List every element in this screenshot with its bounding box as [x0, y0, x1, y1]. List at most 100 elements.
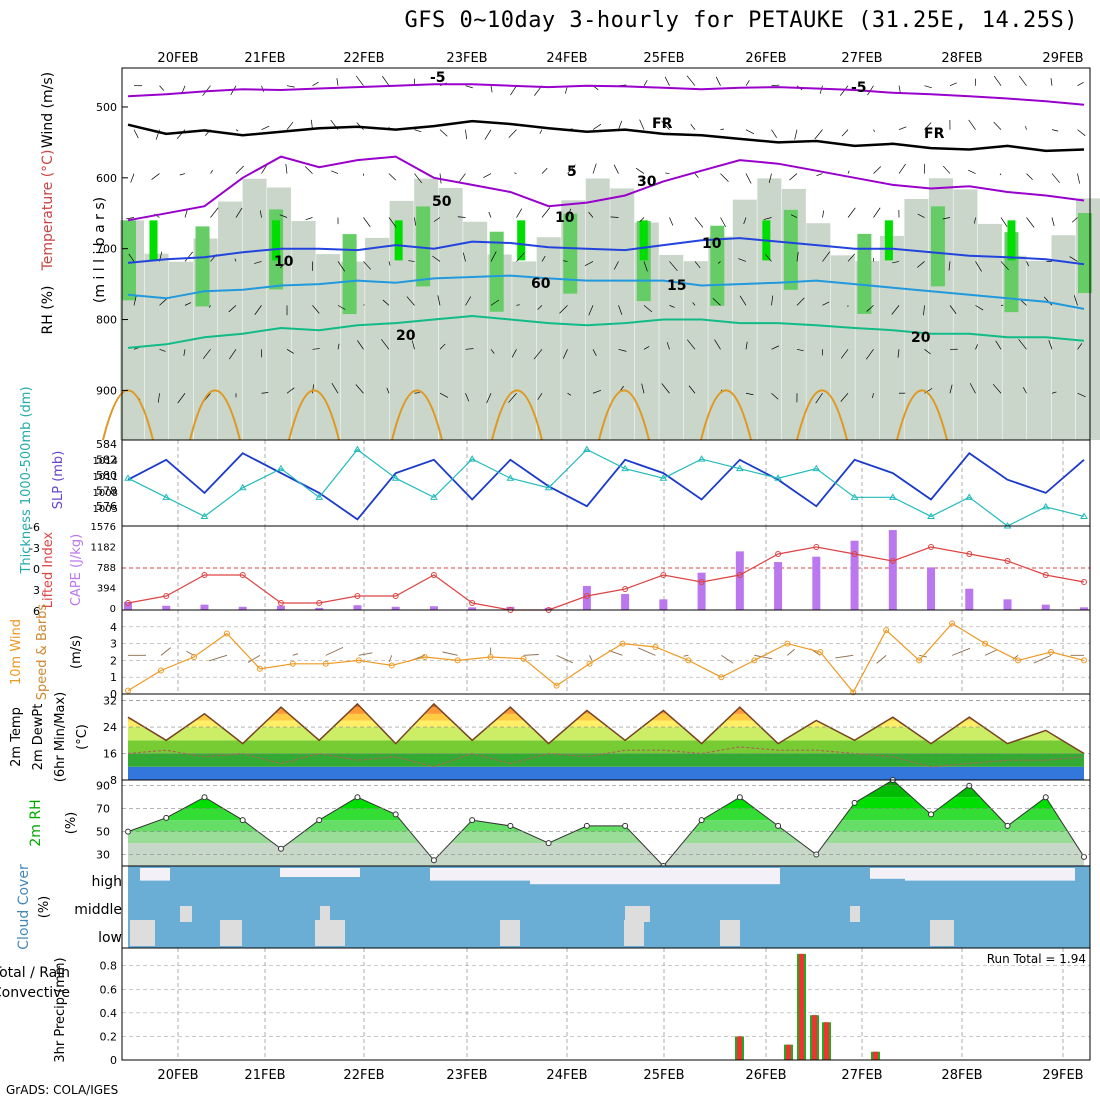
wind-barb — [337, 261, 346, 272]
wind-barb — [745, 80, 750, 86]
date-top: 20FEB — [157, 51, 198, 66]
wind-barb — [490, 299, 500, 306]
cape-bar — [315, 607, 324, 610]
wind-barb — [1077, 173, 1080, 184]
wind10-marker — [520, 655, 527, 662]
wind-barb — [414, 173, 423, 184]
wind-barb — [235, 129, 239, 132]
wind-barb — [465, 85, 473, 89]
ylabel-cloud: Cloud Cover — [16, 864, 32, 950]
date-top: 23FEB — [446, 51, 487, 66]
wind-barb — [432, 255, 441, 262]
cloud-panel: high middle low — [74, 865, 1091, 949]
rh-shade — [830, 255, 855, 440]
cape-bar — [735, 551, 744, 610]
wind-barb — [715, 76, 721, 86]
temp-contour-25 — [189, 389, 241, 441]
rh-shade — [489, 231, 504, 312]
li-marker — [125, 600, 131, 606]
wind-barb — [771, 129, 777, 138]
wind-barb — [562, 349, 568, 359]
wind-barb — [690, 124, 696, 130]
cloud-gap-low — [720, 920, 740, 946]
wind-barb — [336, 78, 339, 86]
li-marker — [354, 593, 361, 599]
precip-frame — [121, 947, 1091, 1061]
ytick-thickness: 578 — [96, 485, 117, 498]
ylabel-millibars: (m i l l i b a r s) — [92, 197, 108, 303]
rh-shade — [272, 220, 281, 261]
wind-barb — [993, 75, 1002, 86]
rh-shade — [732, 199, 757, 440]
wind-barb — [1048, 340, 1053, 350]
wind10-barb — [1033, 654, 1052, 664]
wind-barb — [974, 217, 976, 224]
rh-shade — [1078, 213, 1092, 294]
wind-barb — [745, 173, 752, 184]
contour-label: FR — [652, 116, 673, 132]
wind-barb — [949, 82, 957, 87]
rh-shade — [218, 201, 243, 440]
cloud-gap-low — [624, 920, 644, 946]
rh-band — [128, 780, 1084, 786]
date-bottom: 25FEB — [643, 1068, 684, 1083]
rh-marker — [316, 817, 323, 824]
wind-barb — [184, 251, 193, 262]
thickness-marker — [812, 464, 821, 472]
ytick-mb: 900 — [96, 384, 117, 397]
wind10-barb — [160, 647, 171, 656]
wind-barb — [765, 254, 772, 262]
thickness-line — [127, 448, 1085, 527]
wind-barb — [465, 393, 470, 402]
wind-barb — [866, 305, 874, 312]
wind-barb — [261, 392, 269, 394]
wind10-barb — [556, 654, 574, 664]
wind-barb — [743, 217, 747, 225]
rh-shade — [879, 235, 904, 440]
rh-shade — [904, 199, 929, 440]
wind-barb — [1026, 217, 1035, 228]
ytick-rh: 30 — [96, 849, 110, 862]
wind-barb — [567, 208, 572, 218]
ytick-thickness: 584 — [96, 438, 117, 451]
wind-barb — [179, 173, 186, 176]
wind-barb — [490, 349, 495, 354]
thickness-marker — [468, 455, 477, 462]
wind10-marker — [1081, 657, 1087, 664]
contour-label: 10 — [274, 254, 294, 270]
wind-barb — [235, 165, 244, 174]
wind-barb — [993, 121, 1002, 130]
cloud-gap-mid — [180, 906, 192, 922]
thickness-marker — [659, 474, 668, 481]
wind-barb — [465, 129, 467, 140]
ylabel-rh2m: 2m RH — [28, 799, 44, 846]
li-marker — [1004, 558, 1011, 564]
date-bottom: 27FEB — [841, 1068, 882, 1083]
ylabel-slp: SLP (mb) — [51, 451, 66, 510]
wind-barb — [184, 302, 192, 306]
rh-band — [128, 785, 1084, 798]
wind-barb — [669, 305, 675, 308]
li-marker — [316, 600, 323, 606]
temp-contour-minus5 — [127, 83, 1085, 106]
li-marker — [851, 551, 858, 557]
wind-barb — [516, 252, 525, 262]
wind-barb — [924, 349, 931, 355]
wind-barb — [1071, 217, 1078, 223]
contour-label: 50 — [432, 194, 452, 210]
rh-bands — [128, 780, 1084, 855]
wind-barb — [312, 305, 320, 314]
wind-barb — [1077, 81, 1084, 87]
rh-marker — [507, 822, 514, 829]
contour-label: 20 — [396, 328, 416, 344]
wind-barb — [279, 214, 288, 218]
thickness-marker — [238, 483, 247, 491]
thickness-marker — [1041, 502, 1050, 510]
thickness-marker — [200, 512, 209, 519]
wind-barb — [184, 209, 188, 218]
wind-barb — [738, 258, 747, 262]
cape-bar — [200, 604, 209, 610]
wind-barb — [796, 348, 804, 352]
temp-line — [127, 702, 1085, 755]
wind-barb — [873, 166, 882, 174]
